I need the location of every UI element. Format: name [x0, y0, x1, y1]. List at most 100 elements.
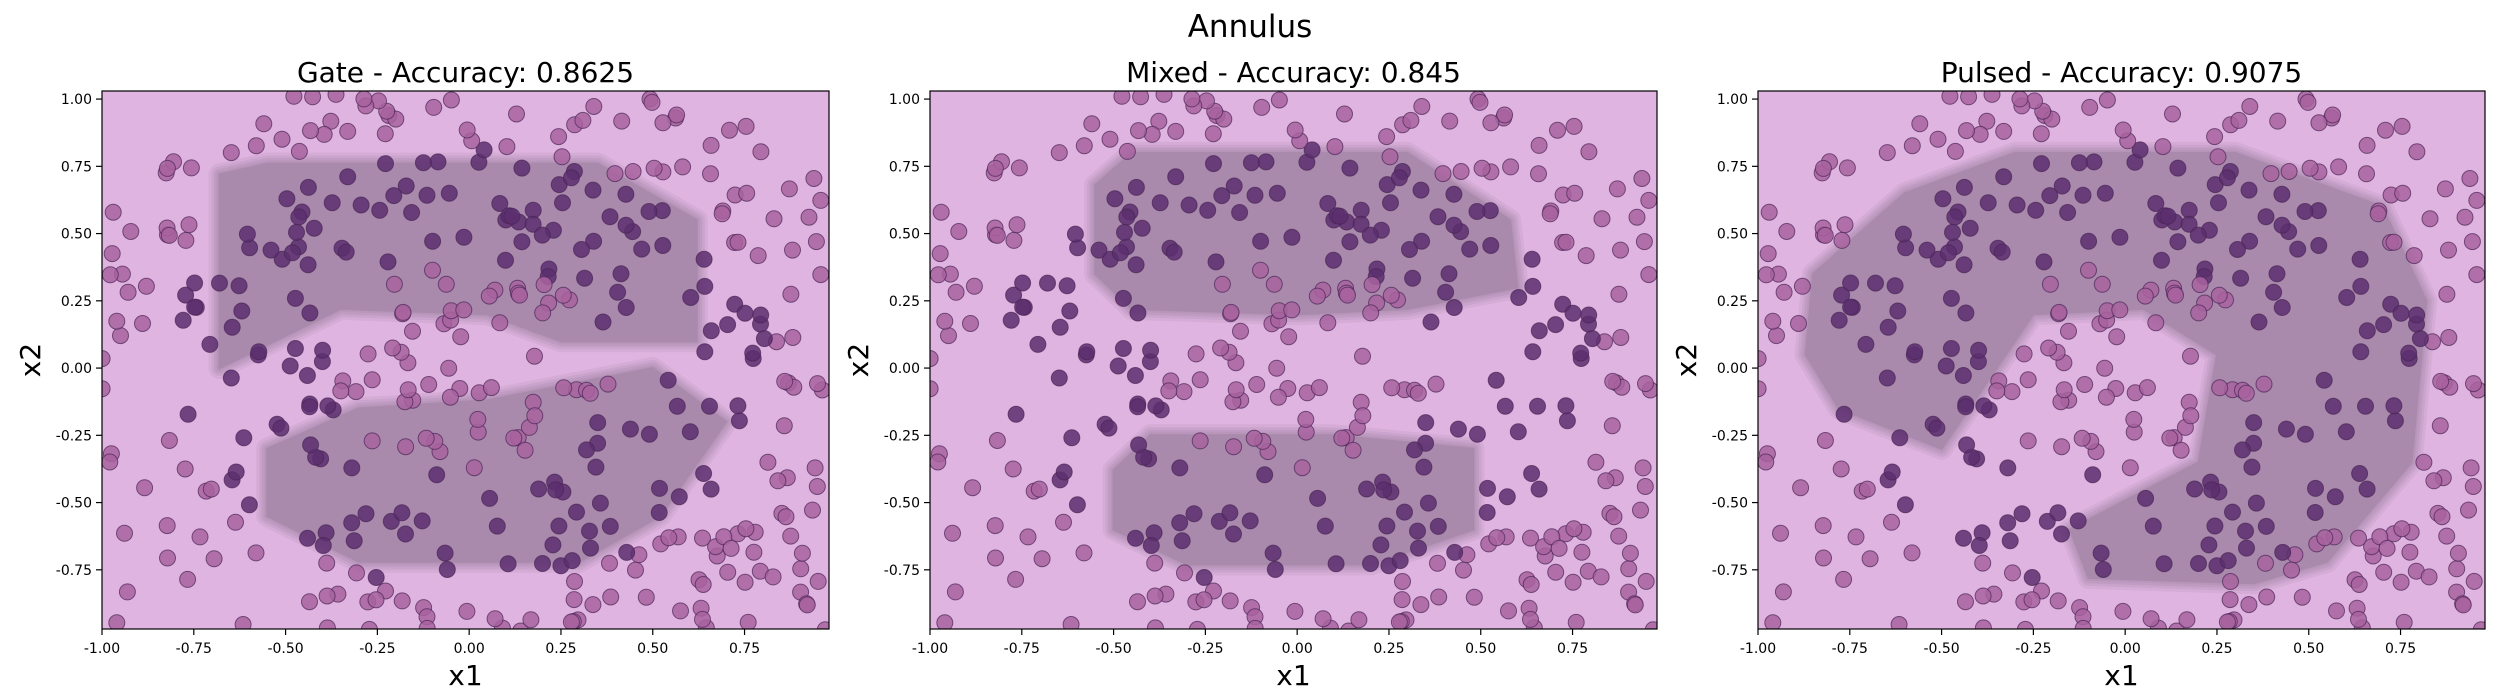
- data-point: [508, 105, 525, 123]
- data-point: [2386, 412, 2404, 430]
- y-tick-label: 1.00: [1717, 92, 1748, 108]
- data-point: [932, 203, 950, 221]
- data-point: [1030, 480, 1048, 498]
- data-point: [1429, 208, 1447, 226]
- data-point: [440, 359, 458, 377]
- data-point: [2080, 232, 2098, 250]
- data-point: [425, 98, 443, 116]
- data-point: [2001, 532, 2019, 550]
- data-point: [1293, 459, 1311, 477]
- data-point: [465, 459, 483, 477]
- data-point: [1051, 318, 1069, 336]
- data-point: [1252, 261, 1269, 279]
- x-tick-label: -0.25: [359, 641, 395, 657]
- x-tick-label: -1.00: [912, 641, 948, 657]
- data-point: [499, 555, 517, 573]
- data-point: [1541, 205, 1559, 223]
- data-point: [272, 419, 290, 437]
- data-point: [1815, 549, 1832, 567]
- data-point: [1155, 91, 1173, 103]
- data-point: [1212, 339, 1230, 357]
- data-point: [792, 560, 810, 578]
- data-point: [737, 117, 755, 135]
- data-point: [2301, 159, 2319, 177]
- data-point: [2296, 425, 2314, 443]
- data-point: [385, 275, 403, 293]
- data-point: [288, 223, 305, 241]
- data-point: [1111, 244, 1129, 262]
- data-point: [2159, 207, 2177, 225]
- data-point: [1127, 256, 1145, 274]
- data-point: [1790, 315, 1807, 332]
- data-point: [624, 163, 642, 180]
- data-point: [2053, 177, 2071, 195]
- data-point: [702, 136, 720, 154]
- data-point: [1608, 180, 1626, 198]
- data-point: [211, 274, 228, 292]
- data-point: [363, 432, 381, 450]
- data-point: [780, 180, 798, 198]
- data-point: [1175, 383, 1193, 401]
- data-point: [2003, 383, 2021, 401]
- data-point: [1245, 429, 1263, 447]
- data-point: [2268, 265, 2286, 283]
- data-point: [578, 441, 595, 459]
- data-point: [1999, 514, 2017, 532]
- data-point: [633, 240, 651, 258]
- data-point: [2081, 98, 2099, 116]
- data-point: [318, 554, 336, 572]
- data-point: [660, 529, 678, 547]
- data-point: [2358, 136, 2376, 154]
- data-point: [1867, 274, 1884, 292]
- data-point: [2465, 572, 2483, 590]
- data-point: [250, 343, 268, 361]
- data-point: [1603, 417, 1621, 435]
- data-point: [281, 357, 299, 375]
- data-point: [1146, 619, 1164, 629]
- data-point: [301, 398, 319, 416]
- data-point: [2257, 554, 2274, 572]
- data-point: [1183, 91, 1201, 108]
- data-point: [1842, 274, 1860, 292]
- y-tick-label: 0.25: [61, 294, 92, 310]
- data-point: [1774, 583, 1792, 601]
- data-point: [2016, 620, 2034, 629]
- data-point: [319, 397, 337, 415]
- data-point: [1063, 429, 1081, 447]
- y-tick-label: 0.50: [1717, 227, 1748, 243]
- data-point: [1440, 265, 1458, 283]
- data-point: [554, 194, 571, 212]
- data-point: [1958, 436, 1976, 454]
- data-point: [458, 602, 476, 620]
- data-point: [1409, 522, 1426, 540]
- data-point: [534, 555, 551, 572]
- data-point: [497, 251, 514, 269]
- data-point: [2074, 186, 2092, 204]
- data-point: [2238, 539, 2255, 557]
- data-point: [1429, 517, 1447, 535]
- x-tick-label: -0.25: [2015, 641, 2051, 657]
- data-point: [2324, 397, 2342, 415]
- data-point: [2358, 480, 2376, 498]
- data-point: [2210, 286, 2228, 304]
- data-point: [1979, 194, 1997, 212]
- data-point: [526, 407, 544, 425]
- data-point: [2210, 194, 2227, 212]
- data-point: [1361, 226, 1379, 244]
- data-point: [1566, 184, 1584, 202]
- data-point: [1580, 143, 1598, 161]
- data-point: [2289, 240, 2307, 258]
- data-point: [670, 488, 688, 506]
- data-point: [1597, 472, 1615, 490]
- data-point: [1068, 496, 1086, 514]
- data-point: [2243, 458, 2261, 476]
- data-point: [2172, 441, 2190, 459]
- data-point: [1430, 588, 1448, 606]
- data-point: [1983, 91, 2001, 103]
- data-point: [301, 304, 319, 322]
- data-point: [347, 383, 365, 401]
- data-point: [1929, 130, 1947, 148]
- data-point: [469, 410, 487, 428]
- x-tick-label: 0.50: [2293, 641, 2324, 657]
- data-point: [2237, 384, 2255, 402]
